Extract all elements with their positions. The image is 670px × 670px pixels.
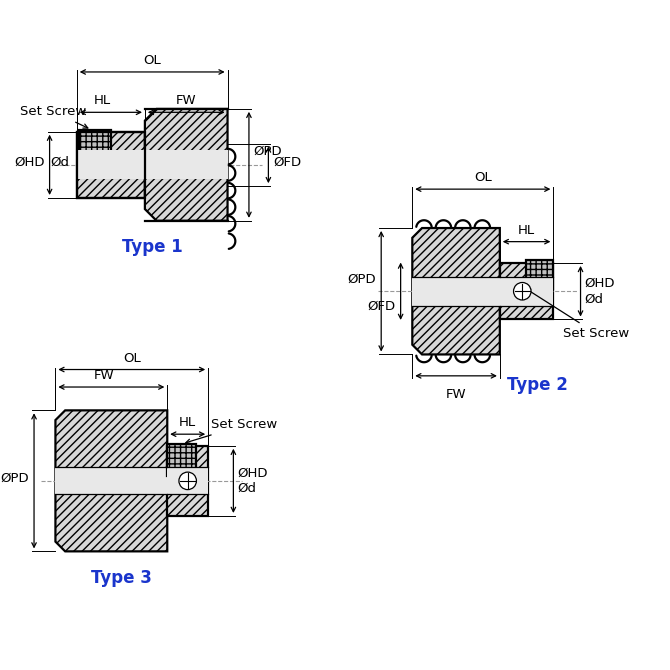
- Text: ØFD: ØFD: [368, 299, 396, 312]
- Text: HL: HL: [518, 224, 535, 237]
- Bar: [56, 467, 168, 494]
- Bar: [500, 263, 553, 320]
- Bar: [168, 467, 208, 494]
- Circle shape: [513, 283, 531, 300]
- Bar: [145, 150, 228, 180]
- Text: ØHD: ØHD: [237, 466, 268, 480]
- Text: OL: OL: [474, 172, 492, 184]
- Text: FW: FW: [93, 369, 114, 382]
- Text: Ød: Ød: [50, 155, 69, 168]
- Text: ØPD: ØPD: [253, 145, 281, 157]
- Circle shape: [179, 472, 196, 490]
- Text: ØHD: ØHD: [584, 277, 615, 290]
- Text: Type 3: Type 3: [90, 569, 151, 587]
- Text: ØFD: ØFD: [273, 156, 302, 170]
- Polygon shape: [56, 410, 168, 551]
- Bar: [526, 260, 553, 289]
- Text: FW: FW: [176, 94, 196, 107]
- Text: HL: HL: [94, 94, 111, 107]
- Text: Set Screw: Set Screw: [526, 289, 629, 340]
- Bar: [412, 277, 500, 306]
- Polygon shape: [412, 228, 500, 354]
- Text: HL: HL: [179, 416, 196, 429]
- Polygon shape: [145, 109, 228, 220]
- Bar: [500, 277, 553, 306]
- Text: OL: OL: [143, 54, 161, 67]
- Text: Type 2: Type 2: [507, 376, 567, 394]
- Text: Ød: Ød: [584, 293, 604, 306]
- Bar: [77, 132, 145, 198]
- Bar: [79, 130, 111, 163]
- Bar: [168, 446, 208, 516]
- Text: Ød: Ød: [237, 482, 256, 495]
- Text: Set Screw: Set Screw: [20, 105, 88, 128]
- Text: OL: OL: [123, 352, 141, 364]
- Bar: [77, 150, 145, 180]
- Text: FW: FW: [446, 387, 466, 401]
- Bar: [77, 132, 145, 198]
- Text: Type 1: Type 1: [122, 239, 182, 256]
- Text: Set Screw: Set Screw: [186, 418, 277, 444]
- Bar: [168, 444, 196, 476]
- Text: ØPD: ØPD: [348, 273, 377, 286]
- Text: ØHD: ØHD: [14, 155, 45, 168]
- Text: ØPD: ØPD: [1, 472, 29, 484]
